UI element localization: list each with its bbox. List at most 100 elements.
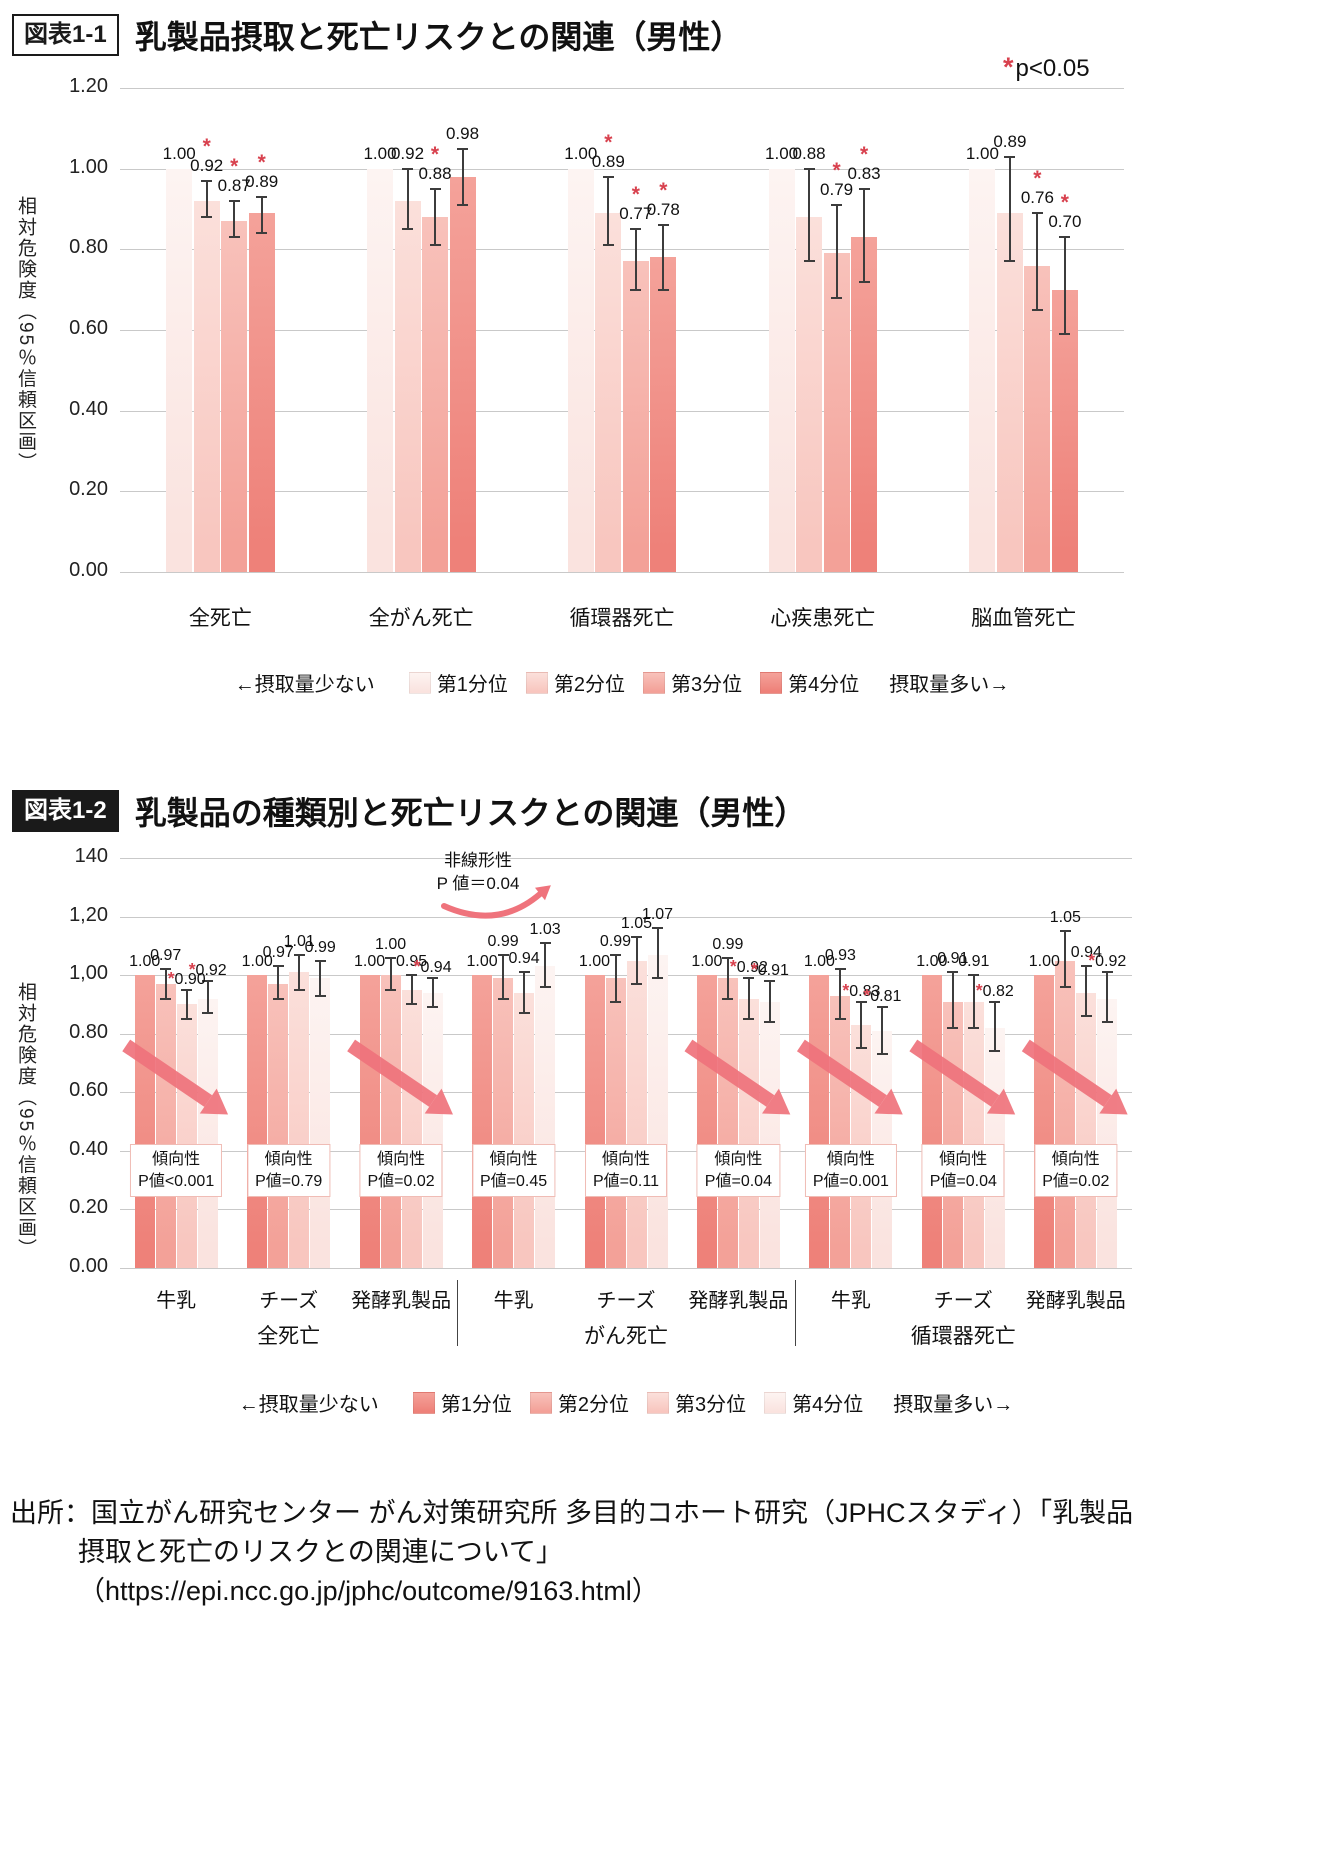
category-label: 心疾患死亡: [770, 607, 876, 630]
significance-asterisk: *: [257, 150, 266, 174]
error-bar-cap: [1080, 965, 1092, 968]
significance-asterisk: *: [729, 956, 737, 977]
significance-note-text: p<0.05: [1015, 55, 1090, 82]
error-bar-cap: [427, 977, 439, 980]
y-tick-label: 0.80: [69, 1020, 108, 1043]
error-bar: [502, 954, 505, 999]
bar-q2: [193, 200, 220, 572]
significance-asterisk: *: [604, 130, 613, 154]
bar-value-label: *0.83: [833, 980, 889, 1001]
bar-value-label: *0.81: [854, 985, 910, 1006]
bar-q1: [584, 975, 605, 1268]
error-bar: [635, 937, 638, 984]
trend-box-p-value: P値=0.04: [704, 1172, 772, 1190]
bar-value: 0.99: [487, 932, 519, 950]
error-bar-cap: [402, 167, 413, 170]
bar-q3: [1024, 265, 1051, 572]
legend-item: 第3分位: [647, 1388, 746, 1417]
error-bar-cap: [539, 985, 551, 988]
error-bar-cap: [968, 1026, 980, 1029]
y-tick-label: 1,00: [69, 962, 108, 985]
bar-value: 0.92: [736, 959, 768, 977]
bar-value-label: 0.76: [1009, 188, 1065, 208]
legend-item-label: 第4分位: [792, 1394, 864, 1416]
bar-value-label: *0.92: [1079, 950, 1135, 971]
trend-box-p-value: P値<0.001: [138, 1172, 215, 1190]
error-bar: [389, 957, 392, 990]
bar-q2: [796, 217, 823, 572]
trend-box-title: 傾向性: [152, 1151, 201, 1168]
error-bar-cap: [1004, 260, 1016, 263]
legend-high-label: 摂取量多い→: [889, 674, 1010, 696]
bar-q3: [422, 217, 448, 572]
trend-box-p-value: P値=0.04: [929, 1172, 997, 1190]
gridline: [120, 572, 1124, 573]
bar-value-label: 0.99: [588, 933, 644, 951]
bar-value-label: 0.89: [580, 152, 636, 172]
product-label: 牛乳: [830, 1290, 871, 1312]
bar-value: 1.00: [1028, 953, 1060, 971]
gridline: [120, 491, 1124, 493]
bar-value: 1.01: [283, 932, 315, 950]
significance-asterisk: *: [631, 183, 640, 207]
error-bar-cap: [457, 204, 468, 206]
error-bar-cap: [743, 977, 755, 980]
error-bar-cap: [518, 971, 530, 974]
error-bar-cap: [743, 1018, 755, 1021]
y-tick-label: 0.80: [69, 236, 108, 259]
bar-q1: [1034, 975, 1055, 1268]
bar-value-label: *0.82: [967, 980, 1023, 1001]
error-bar-cap: [1101, 1021, 1113, 1023]
legend-item-label: 第3分位: [675, 1394, 747, 1416]
error-bar: [185, 989, 188, 1020]
bar-q3: [176, 1004, 197, 1268]
error-bar: [726, 957, 729, 999]
bar-value-label: 1.00: [954, 144, 1010, 164]
error-bar: [461, 148, 464, 205]
bar-value-label: 1.03: [517, 921, 573, 939]
significance-asterisk: *: [1033, 167, 1042, 190]
error-bar: [277, 966, 280, 999]
significance-asterisk: *: [1060, 191, 1069, 215]
legend-swatch: [760, 671, 783, 694]
bar-q2: [380, 975, 401, 1268]
error-bar: [1085, 966, 1088, 1017]
bar-q4: [422, 992, 443, 1268]
bar-q2: [942, 1001, 963, 1268]
bar-q3: [1076, 992, 1097, 1268]
significance-asterisk: *: [863, 985, 871, 1006]
error-bar-cap: [858, 187, 870, 190]
significance-asterisk: *: [860, 142, 869, 166]
bar-q2: [595, 213, 622, 572]
bar-q1: [969, 168, 996, 572]
error-bar-cap: [631, 936, 642, 939]
error-bar-cap: [630, 228, 642, 231]
bar-q3: [289, 972, 310, 1268]
y-tick-label: 0.60: [69, 317, 108, 339]
error-bar-cap: [1059, 333, 1071, 335]
product-label: 発酵乳製品: [1025, 1290, 1126, 1312]
error-bar-cap: [272, 965, 284, 968]
error-bar-cap: [1004, 155, 1016, 158]
bar-value: 1.00: [965, 143, 999, 163]
error-bar-cap: [1059, 930, 1071, 933]
y-tick-label: 1,20: [69, 903, 108, 926]
product-label: 発酵乳製品: [688, 1290, 789, 1312]
error-bar-cap: [457, 147, 468, 150]
error-bar: [1036, 213, 1039, 310]
gridline: [120, 1209, 1132, 1211]
bar-value: 0.92: [1095, 953, 1127, 971]
bar-value: 1.03: [529, 920, 561, 938]
significance-asterisk: *: [1003, 52, 1014, 82]
legend-item-label: 第4分位: [788, 674, 860, 696]
legend-item-label: 第1分位: [440, 1394, 512, 1416]
bar-q3: [401, 989, 422, 1268]
error-bar-cap: [876, 1006, 888, 1009]
legend-item-label: 第1分位: [436, 674, 508, 696]
bar-value-label: *0.90: [159, 968, 215, 989]
error-bar: [993, 1001, 996, 1052]
error-bar-cap: [201, 216, 213, 219]
gridline: [120, 1092, 1132, 1094]
error-bar: [523, 972, 526, 1014]
bar-q3: [963, 1001, 984, 1268]
